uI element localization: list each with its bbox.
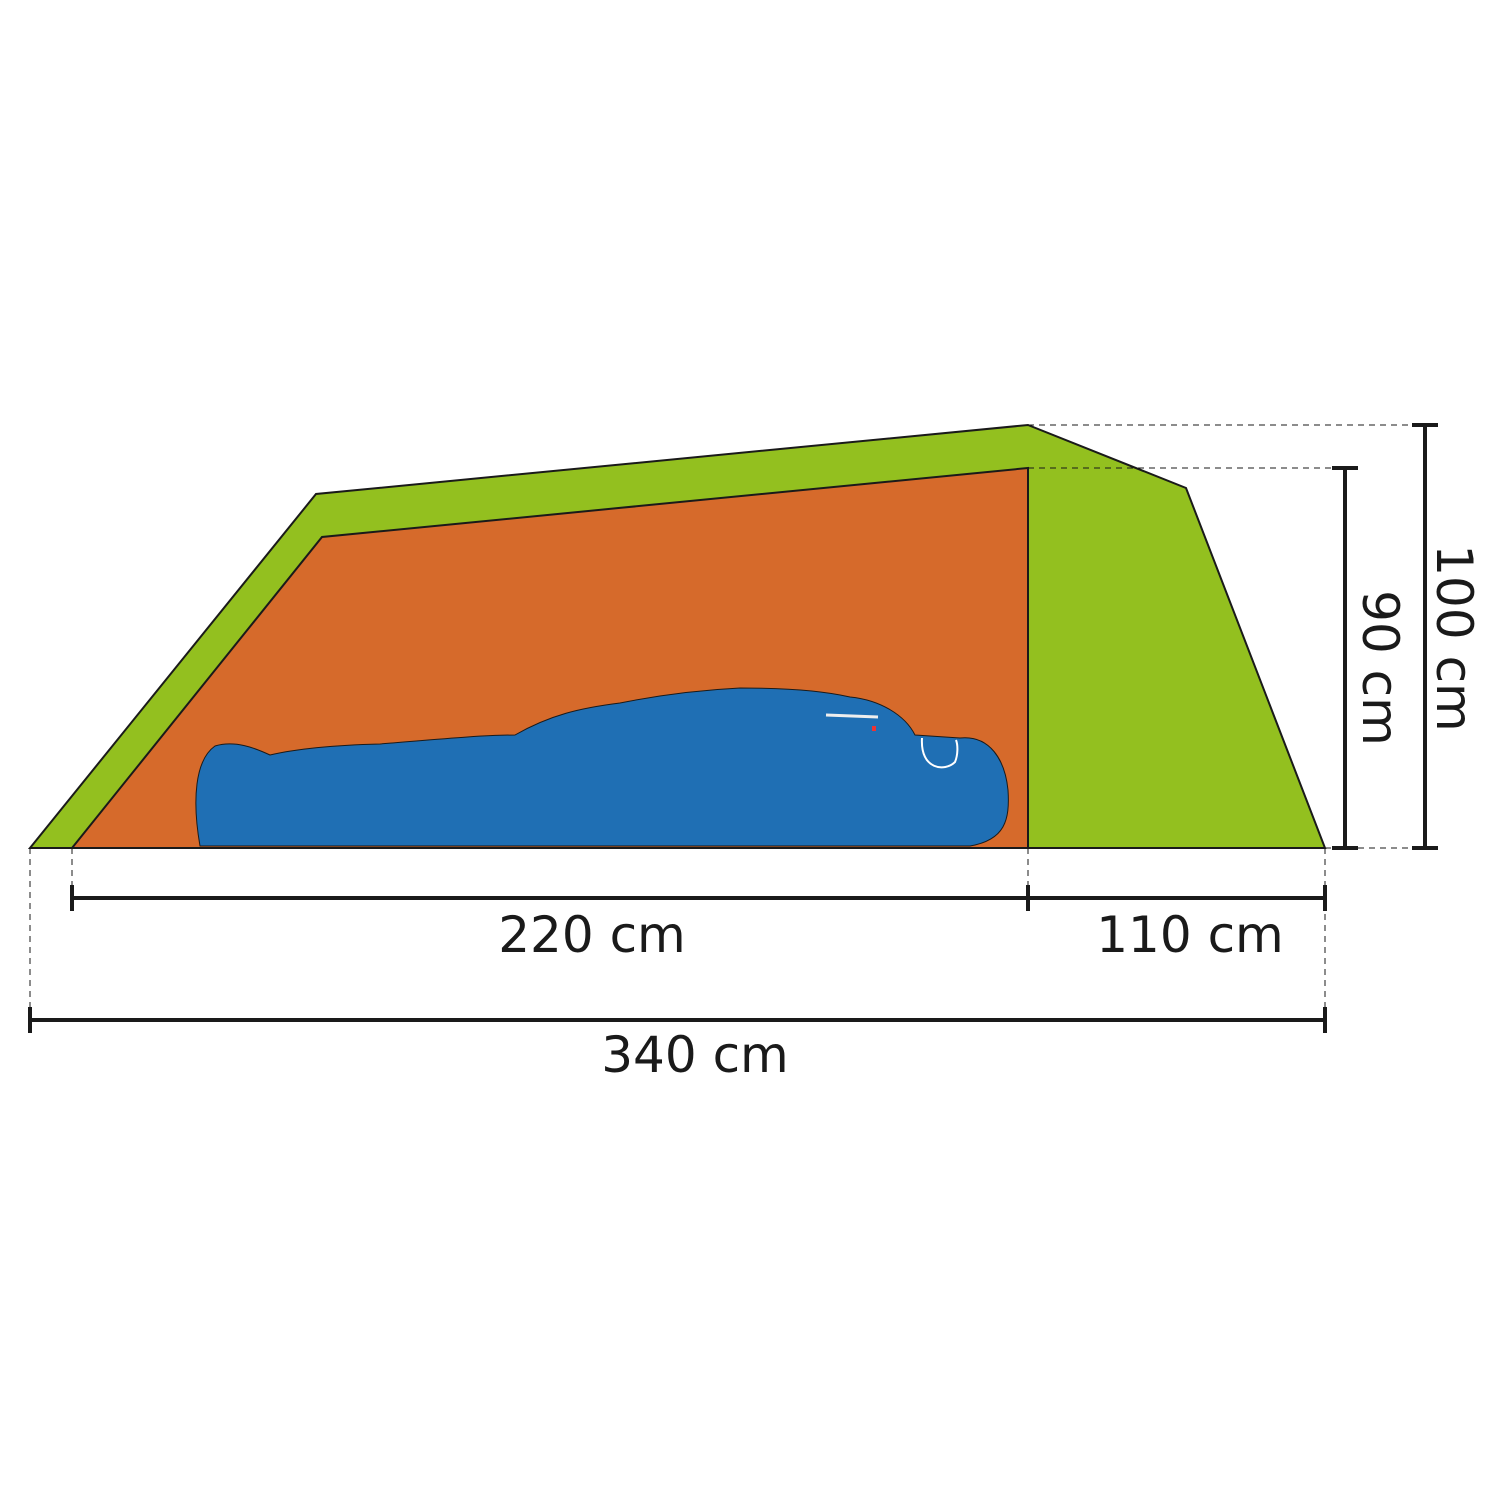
inner-length-label: 220 cm [498, 906, 686, 964]
extension-lines [29, 424, 1425, 1020]
sleeping-bag [195, 687, 1009, 847]
sleeping-bag-zipper [825, 713, 879, 719]
zipper-pull-icon [872, 726, 876, 731]
sleeping-bag-hood-icon [920, 737, 959, 769]
inner-height-label: 90 cm [1351, 590, 1409, 746]
total-length-label: 340 cm [601, 1026, 789, 1084]
dimension-lines [28, 423, 1438, 1033]
vestibule-length-label: 110 cm [1096, 906, 1284, 964]
total-height-label: 100 cm [1425, 544, 1483, 732]
